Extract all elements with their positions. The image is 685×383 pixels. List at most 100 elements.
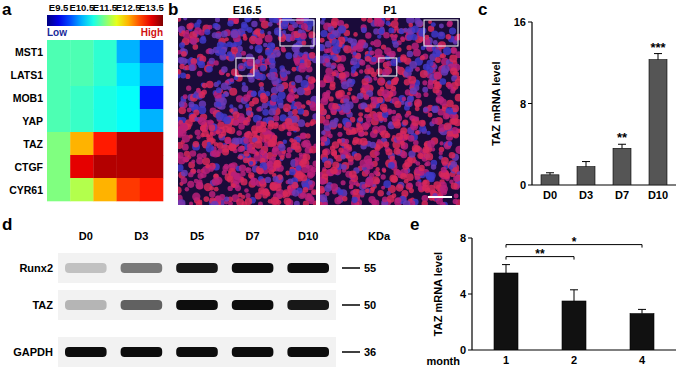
nucleus	[449, 28, 456, 35]
nucleus	[322, 92, 330, 100]
nucleus	[337, 139, 341, 143]
heatmap-cell	[117, 132, 141, 155]
nucleus	[400, 36, 404, 40]
nucleus	[330, 81, 336, 87]
nucleus	[243, 138, 249, 144]
nucleus	[341, 162, 349, 170]
nucleus	[351, 197, 357, 203]
nucleus	[301, 41, 306, 46]
nucleus	[373, 113, 378, 118]
nucleus	[254, 141, 262, 149]
nucleus	[440, 185, 448, 193]
heatmap-cell	[117, 109, 141, 132]
nucleus	[370, 142, 376, 148]
band	[232, 347, 274, 357]
nucleus	[295, 127, 300, 132]
nucleus	[324, 161, 332, 169]
nucleus	[197, 200, 202, 205]
nucleus	[350, 58, 357, 65]
nucleus	[260, 65, 266, 71]
nucleus	[309, 52, 316, 59]
nucleus	[226, 73, 230, 77]
nucleus	[432, 47, 436, 51]
nucleus	[298, 65, 306, 73]
nucleus	[262, 109, 269, 116]
nucleus	[320, 38, 325, 43]
y-tick	[468, 350, 472, 351]
nucleus	[194, 27, 201, 34]
nucleus	[304, 193, 312, 201]
nucleus	[377, 97, 383, 103]
heatmap-cell	[70, 40, 94, 63]
nucleus	[402, 97, 406, 101]
nucleus	[271, 156, 276, 161]
nucleus	[307, 169, 315, 177]
nucleus	[296, 165, 301, 170]
nucleus	[377, 139, 382, 144]
nucleus	[340, 66, 345, 71]
nucleus	[253, 131, 257, 135]
nucleus	[196, 88, 200, 92]
bar	[562, 301, 586, 350]
nucleus	[221, 30, 228, 37]
nucleus	[334, 118, 339, 123]
lane-label: D5	[190, 230, 204, 242]
nucleus	[178, 142, 183, 149]
nucleus	[194, 117, 198, 121]
nucleus	[260, 64, 267, 71]
nucleus	[434, 72, 441, 79]
nucleus	[395, 66, 400, 71]
nucleus	[193, 44, 199, 50]
nucleus	[425, 153, 433, 161]
colorbar	[47, 15, 163, 26]
nucleus	[423, 107, 428, 112]
nucleus	[382, 68, 390, 76]
nucleus	[390, 155, 395, 160]
nucleus	[339, 72, 346, 79]
heatmap-cell	[47, 63, 71, 86]
nucleus	[377, 190, 383, 196]
nucleus	[185, 158, 189, 162]
nucleus	[209, 49, 215, 55]
nucleus	[216, 112, 224, 120]
nucleus	[283, 191, 289, 197]
nucleus	[179, 101, 185, 107]
band	[176, 263, 218, 273]
nucleus	[320, 44, 324, 51]
nucleus	[436, 198, 443, 205]
inset	[280, 20, 314, 46]
nucleus	[423, 92, 428, 97]
nucleus	[269, 58, 275, 64]
nucleus	[345, 122, 351, 128]
size-marker	[342, 304, 360, 306]
row-label: YAP	[22, 115, 43, 127]
image-background	[178, 18, 316, 205]
nucleus	[366, 65, 371, 70]
nucleus	[216, 130, 220, 134]
heatmap-cell	[117, 178, 141, 201]
row-label: CTGF	[14, 161, 43, 173]
nucleus	[182, 134, 190, 142]
nucleus	[337, 189, 343, 195]
nucleus	[281, 72, 287, 78]
nucleus	[381, 186, 385, 190]
nucleus	[365, 177, 373, 185]
heatmap-cell	[117, 40, 141, 63]
significance: *	[572, 235, 577, 249]
nucleus	[371, 71, 377, 77]
error-bar	[570, 290, 578, 301]
size-marker-label: 50	[364, 299, 376, 311]
nucleus	[341, 180, 346, 185]
nucleus	[238, 153, 244, 159]
y-tick	[528, 22, 532, 23]
heatmap-cell	[93, 109, 117, 132]
band	[121, 300, 163, 310]
nucleus	[272, 135, 278, 141]
nucleus	[422, 147, 429, 154]
nucleus	[447, 21, 453, 27]
nucleus	[202, 90, 207, 95]
heatmap-cell	[140, 155, 164, 178]
nucleus	[216, 87, 222, 93]
size-marker	[342, 267, 360, 269]
nucleus	[227, 51, 232, 56]
